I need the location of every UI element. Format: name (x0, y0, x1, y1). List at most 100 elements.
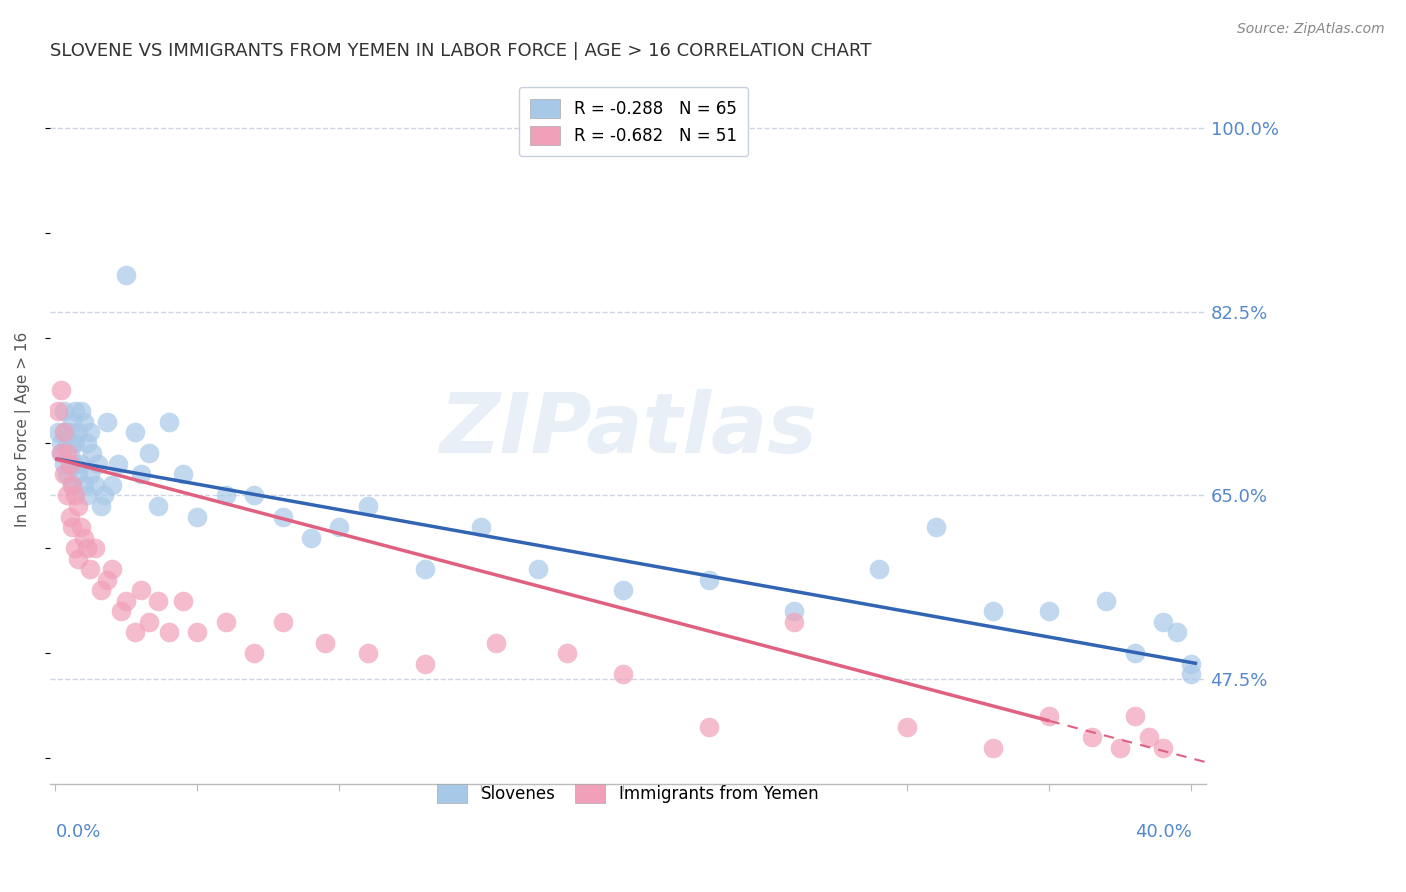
Point (52, 425, 75, 440)
Point (49, 446, 72, 460)
Point (783, 604, 806, 618)
Point (67, 551, 90, 566)
Point (79, 467, 101, 482)
Point (612, 667, 634, 681)
Point (65, 488, 87, 502)
Point (87, 457, 110, 471)
Point (1081, 730, 1104, 744)
Point (62, 436, 84, 450)
Text: 40.0%: 40.0% (1135, 823, 1191, 841)
Point (138, 615, 160, 629)
Point (73, 415, 96, 429)
Point (470, 520, 492, 534)
Point (357, 499, 380, 513)
Point (84, 478, 107, 492)
Point (62, 520, 84, 534)
Point (67, 499, 90, 513)
Point (124, 625, 146, 640)
Point (62, 478, 84, 492)
Point (1038, 709, 1060, 723)
Point (485, 635, 508, 649)
Point (52, 404, 75, 418)
Point (413, 562, 436, 576)
Point (215, 488, 238, 502)
Point (59, 457, 82, 471)
Point (65, 457, 87, 471)
Point (925, 520, 948, 534)
Point (1123, 709, 1146, 723)
Point (96, 415, 118, 429)
Point (1180, 657, 1202, 671)
Point (52, 425, 75, 440)
Point (413, 657, 436, 671)
Point (59, 446, 82, 460)
Point (62, 415, 84, 429)
Point (46, 404, 69, 418)
Point (101, 562, 124, 576)
Text: Source: ZipAtlas.com: Source: ZipAtlas.com (1237, 22, 1385, 37)
Point (101, 478, 124, 492)
Point (52, 457, 75, 471)
Point (1109, 740, 1132, 755)
Point (981, 740, 1004, 755)
Point (697, 720, 720, 734)
Point (243, 488, 266, 502)
Point (49, 384, 72, 398)
Point (157, 415, 180, 429)
Point (70, 457, 93, 471)
Point (110, 604, 132, 618)
Point (243, 646, 266, 660)
Legend: Slovenes, Immigrants from Yemen: Slovenes, Immigrants from Yemen (426, 772, 830, 815)
Point (115, 268, 138, 282)
Point (90, 582, 112, 597)
Point (84, 541, 107, 555)
Text: ZIPatlas: ZIPatlas (439, 389, 817, 470)
Point (1166, 625, 1188, 640)
Point (868, 562, 890, 576)
Point (90, 499, 112, 513)
Point (115, 593, 138, 607)
Point (67, 467, 90, 482)
Point (82, 446, 104, 460)
Point (357, 646, 380, 660)
Text: 0.0%: 0.0% (55, 823, 101, 841)
Point (1152, 615, 1174, 629)
Point (527, 562, 550, 576)
Point (79, 562, 101, 576)
Y-axis label: In Labor Force | Age > 16: In Labor Force | Age > 16 (15, 332, 31, 527)
Point (314, 635, 336, 649)
Text: SLOVENE VS IMMIGRANTS FROM YEMEN IN LABOR FORCE | AGE > 16 CORRELATION CHART: SLOVENE VS IMMIGRANTS FROM YEMEN IN LABO… (49, 42, 872, 60)
Point (299, 531, 322, 545)
Point (271, 509, 294, 524)
Point (49, 446, 72, 460)
Point (1137, 730, 1160, 744)
Point (186, 509, 208, 524)
Point (129, 582, 152, 597)
Point (65, 436, 87, 450)
Point (215, 615, 238, 629)
Point (157, 625, 180, 640)
Point (56, 446, 79, 460)
Point (76, 541, 98, 555)
Point (328, 520, 350, 534)
Point (67, 425, 90, 440)
Point (555, 646, 578, 660)
Point (172, 467, 194, 482)
Point (56, 488, 79, 502)
Point (1095, 593, 1118, 607)
Point (56, 467, 79, 482)
Point (49, 436, 72, 450)
Point (1123, 646, 1146, 660)
Point (697, 573, 720, 587)
Point (146, 593, 169, 607)
Point (70, 520, 93, 534)
Point (896, 720, 918, 734)
Point (172, 593, 194, 607)
Point (59, 457, 82, 471)
Point (70, 404, 93, 418)
Point (62, 478, 84, 492)
Point (1180, 667, 1202, 681)
Point (146, 499, 169, 513)
Point (1038, 604, 1060, 618)
Point (186, 625, 208, 640)
